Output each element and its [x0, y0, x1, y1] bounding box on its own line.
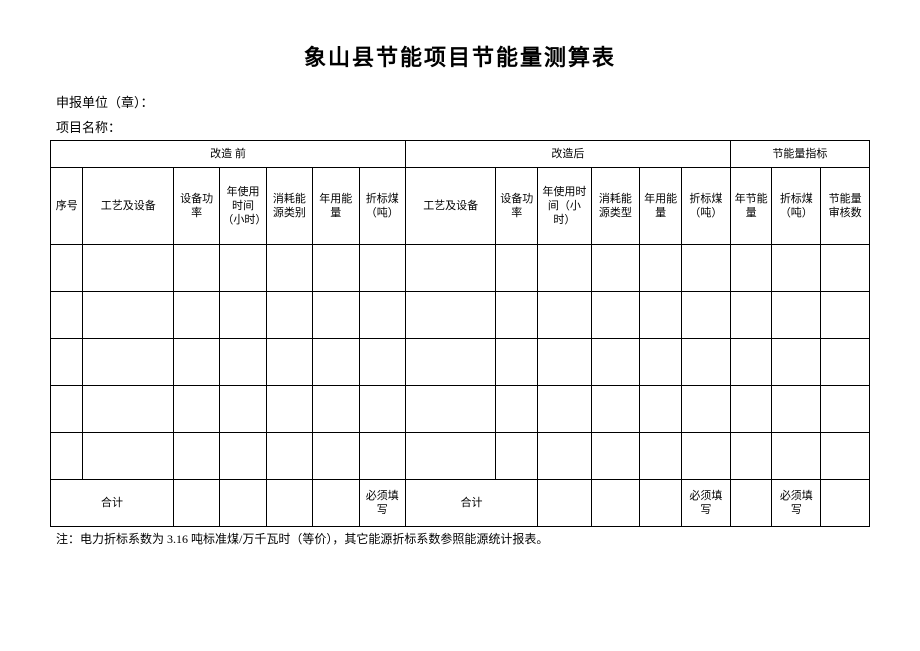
group-header-row: 改造 前 改造后 节能量指标: [51, 141, 870, 168]
table-row: [51, 339, 870, 386]
document-title: 象山县节能项目节能量测算表: [50, 40, 870, 72]
project-line: 项目名称：: [56, 117, 870, 136]
total-required-after: 必须填写: [681, 480, 730, 527]
col-audit: 节能量审核数: [821, 168, 870, 245]
col-saving-annual: 年节能量: [730, 168, 772, 245]
col-before-annual: 年用能量: [313, 168, 359, 245]
col-seq: 序号: [51, 168, 83, 245]
total-label-after: 合计: [405, 480, 537, 527]
col-before-energy-type: 消耗能源类别: [266, 168, 312, 245]
total-required-before: 必须填写: [359, 480, 405, 527]
col-before-hours: 年使用时间（小时）: [220, 168, 266, 245]
col-before-equip: 工艺及设备: [83, 168, 173, 245]
table-row: [51, 292, 870, 339]
col-before-power: 设备功率: [173, 168, 219, 245]
col-after-hours: 年使用时间（小时）: [538, 168, 591, 245]
table-row: [51, 433, 870, 480]
footnote: 注：电力折标系数为 3.16 吨标准煤/万千瓦时（等价），其它能源折标系数参照能…: [56, 530, 870, 547]
total-required-saving: 必须填写: [772, 480, 821, 527]
col-after-power: 设备功率: [496, 168, 538, 245]
col-after-energy-type: 消耗能源类型: [591, 168, 640, 245]
group-indicator: 节能量指标: [730, 141, 869, 168]
col-after-coal: 折标煤（吨）: [681, 168, 730, 245]
table-row: [51, 245, 870, 292]
col-saving-coal: 折标煤（吨）: [772, 168, 821, 245]
column-header-row: 序号 工艺及设备 设备功率 年使用时间（小时） 消耗能源类别 年用能量 折标煤（…: [51, 168, 870, 245]
page: 象山县节能项目节能量测算表 申报单位（章）： 项目名称： 改造 前 改造后 节能…: [0, 0, 920, 651]
total-row: 合计 必须填写 合计 必须填写 必须填写: [51, 480, 870, 527]
col-after-equip: 工艺及设备: [405, 168, 495, 245]
group-after: 改造后: [405, 141, 730, 168]
group-before: 改造 前: [51, 141, 406, 168]
table-row: [51, 386, 870, 433]
calculation-table: 改造 前 改造后 节能量指标 序号 工艺及设备 设备功率 年使用时间（小时） 消…: [50, 140, 870, 527]
col-before-coal: 折标煤（吨）: [359, 168, 405, 245]
applicant-line: 申报单位（章）：: [56, 92, 870, 111]
table-body: 合计 必须填写 合计 必须填写 必须填写: [51, 245, 870, 527]
total-label-before: 合计: [51, 480, 174, 527]
col-after-annual: 年用能量: [640, 168, 682, 245]
